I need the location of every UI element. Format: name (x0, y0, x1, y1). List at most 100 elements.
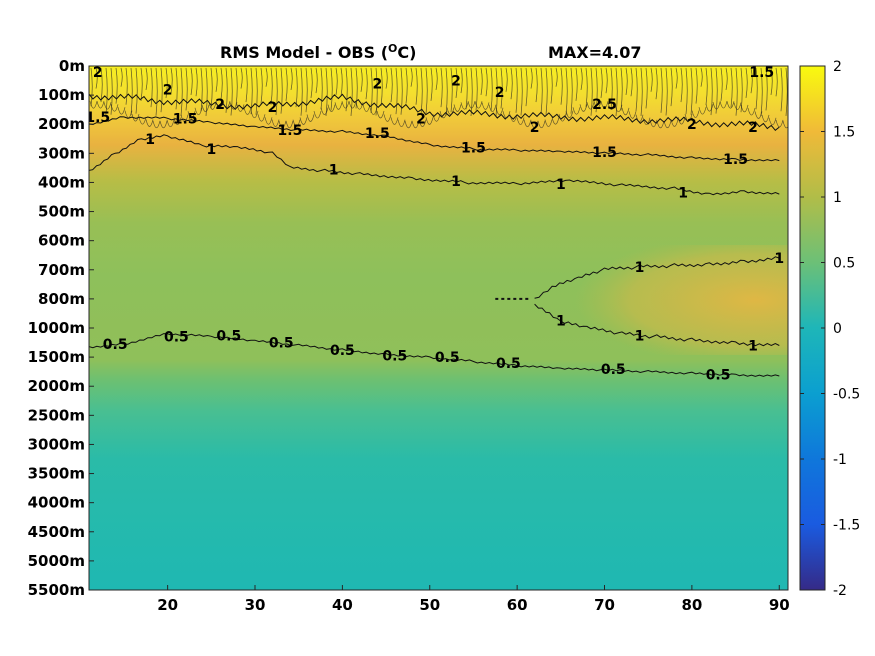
y-tick-label: 2500m (28, 406, 85, 424)
colorbar-tick-label: 0.5 (833, 256, 855, 272)
title-sup: O (388, 42, 397, 55)
contour-label: 1.5 (723, 152, 748, 168)
contour-label: 2 (268, 100, 278, 116)
contour-label: 1 (329, 162, 339, 178)
colorbar-tick-label: -0.5 (833, 387, 860, 403)
y-tick-label: 3000m (28, 435, 85, 453)
colorbar-tick-label: 1 (833, 190, 842, 206)
surface-contour-noise (90, 67, 788, 117)
contour-label: 1 (635, 328, 645, 344)
contour-label: 2 (530, 120, 540, 136)
contour-label: 2.5 (592, 97, 617, 113)
contour-label: 0.5 (706, 368, 731, 384)
y-tick-label: 400m (38, 173, 85, 191)
contour-1.5 (89, 116, 780, 162)
contour-label: 2 (748, 120, 758, 136)
contour-label: 1 (678, 186, 688, 202)
colorbar: 2 1.5 1 0.5 0 -0.5 -1 -1.5 -2 (799, 59, 860, 599)
contour-label: 2 (416, 111, 426, 127)
x-tick-label: 80 (681, 596, 702, 614)
colorbar-ticks: 2 1.5 1 0.5 0 -0.5 -1 -1.5 -2 (800, 59, 860, 599)
contour-0.5 (89, 333, 780, 377)
colorbar-tick-label: 0 (833, 321, 842, 337)
contour-label: 1.5 (173, 111, 198, 127)
x-tick-label: 50 (419, 596, 440, 614)
y-tick-label: 2000m (28, 377, 85, 395)
y-tick-label: 0m (59, 57, 85, 75)
y-tick-label: 1500m (28, 348, 85, 366)
contour-label: 0.5 (269, 336, 294, 352)
x-axis: 20 30 40 50 60 70 80 90 (157, 585, 790, 614)
colorbar-tick-label: -1.5 (833, 518, 860, 534)
contour-label: 1.5 (592, 145, 617, 161)
contour-label: 0.5 (435, 350, 460, 366)
contour-dash (501, 297, 505, 300)
title-main: RMS Model - OBS ( (220, 43, 388, 62)
y-tick-label: 5500m (28, 581, 85, 599)
contour-label: 2 (495, 85, 505, 101)
contour-label: 0.5 (216, 328, 241, 344)
contour-dash (513, 297, 517, 300)
contour-label: 2 (93, 65, 103, 81)
y-tick-label: 200m (38, 115, 85, 133)
x-tick-label: 40 (332, 596, 353, 614)
contour-label: 1.5 (749, 65, 774, 81)
x-tick-label: 70 (594, 596, 615, 614)
contour-label: 1 (635, 260, 645, 276)
y-tick-label: 300m (38, 144, 85, 162)
contour-1-upper (89, 134, 780, 196)
contour-1-tongue-bottom (534, 303, 780, 347)
x-tick-label: 20 (157, 596, 178, 614)
contour-label: 2 (687, 117, 697, 133)
contour-label: 0.5 (601, 362, 626, 378)
colorbar-tick-label: 2 (833, 59, 842, 75)
contour-dash (519, 297, 523, 300)
contour-label: 2 (215, 97, 225, 113)
contour-label: 0.5 (103, 337, 128, 353)
contour-1-tongue-top (534, 256, 780, 299)
contour-label: 0.5 (164, 330, 189, 346)
colorbar-tick-label: 1.5 (833, 125, 855, 141)
contour-label: 1 (748, 338, 758, 354)
x-tick-label: 90 (769, 596, 790, 614)
y-tick-label: 100m (38, 86, 85, 104)
surface-texture (89, 67, 788, 129)
y-tick-label: 4000m (28, 494, 85, 512)
contour-label: 1 (145, 132, 155, 148)
colorbar-tick-label: -2 (833, 583, 847, 599)
x-tick-label: 60 (507, 596, 528, 614)
contour-label: 2 (163, 82, 173, 98)
y-tick-label: 5000m (28, 552, 85, 570)
contour-label: 0.5 (382, 349, 407, 365)
contour-dash (525, 297, 529, 300)
contour-label: 0.5 (496, 356, 521, 372)
y-tick-label: 700m (38, 261, 85, 279)
colorbar-scale (799, 65, 826, 591)
contour-label: 2 (372, 76, 382, 92)
title-end: C) (397, 43, 416, 62)
contour-label: 1 (206, 142, 216, 158)
contour-label: 1 (556, 314, 566, 330)
contour-label: 1.5 (85, 110, 110, 126)
contour-label: 1 (556, 177, 566, 193)
contour-label: 0.5 (330, 343, 355, 359)
chart-title: RMS Model - OBS (OC) (220, 42, 416, 62)
max-label: MAX=4.07 (548, 43, 642, 62)
contour-label: 2 (451, 74, 461, 90)
title: RMS Model - OBS (OC) MAX=4.07 (220, 42, 642, 62)
y-axis: 0m 100m 200m 300m 400m 500m 600m 700m 800m 1000m 1… (28, 57, 94, 599)
surface-contour-noise (89, 100, 788, 129)
y-tick-label: 4500m (28, 523, 85, 541)
x-tick-label: 30 (245, 596, 266, 614)
contour-label: 1.5 (461, 141, 486, 157)
contour-label: 1.5 (365, 126, 390, 142)
y-tick-label: 1000m (28, 319, 85, 337)
contour-dash (495, 297, 499, 300)
contour-label: 1 (774, 251, 784, 267)
contour-label: 1.5 (278, 123, 303, 139)
contour-dash (507, 297, 511, 300)
y-tick-label: 500m (38, 203, 85, 221)
